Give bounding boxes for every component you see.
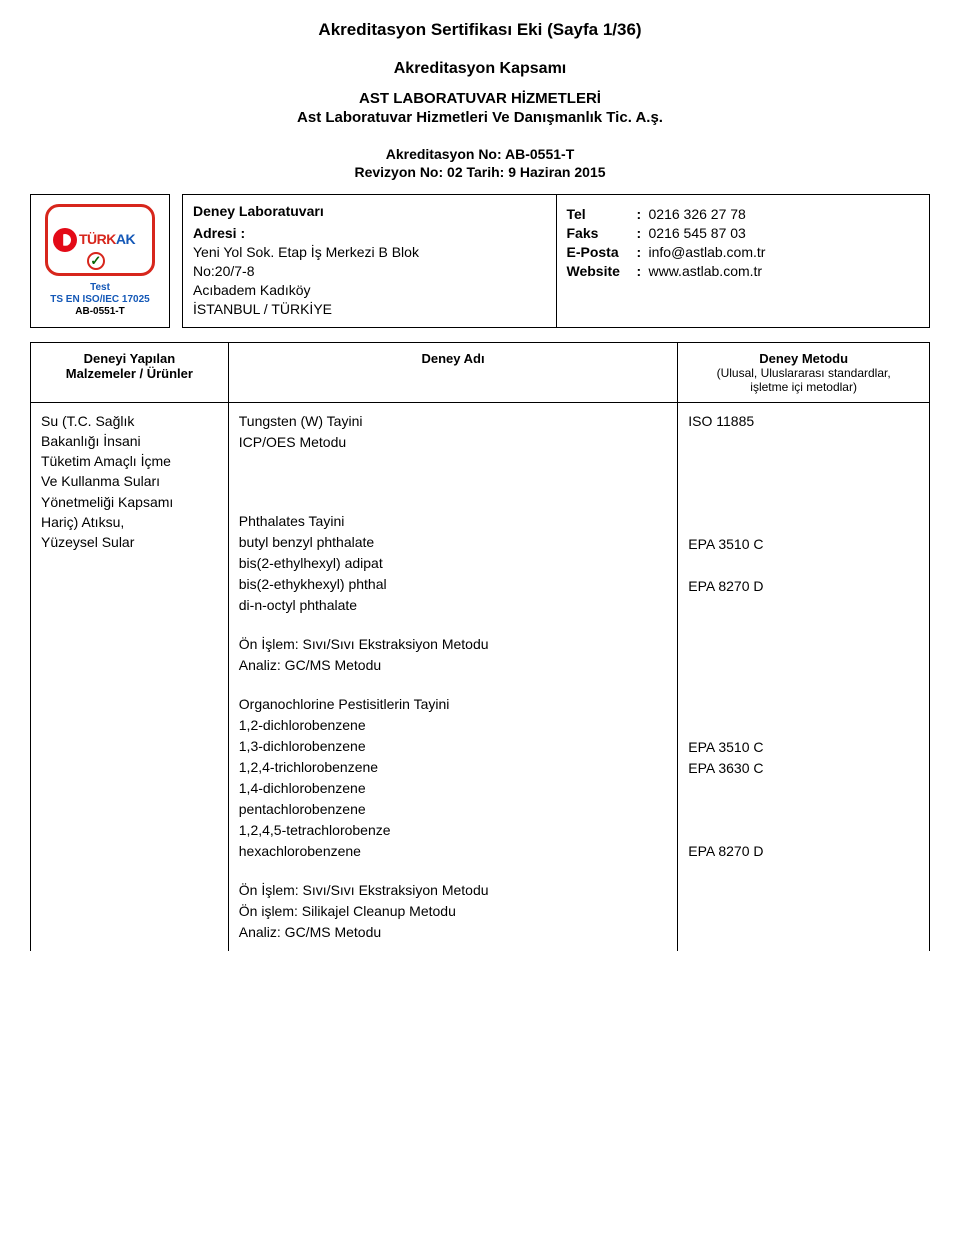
badge-ab-code: AB-0551-T [50, 306, 150, 318]
scope-table: Deneyi Yapılan Malzemeler / Ürünler Dene… [30, 342, 930, 951]
page-subtitle: Akreditasyon Kapsamı [30, 60, 930, 78]
material-line: Hariç) Atıksu, [41, 512, 218, 532]
method-line: EPA 3510 C [688, 737, 919, 758]
address-line-4: İSTANBUL / TÜRKİYE [193, 300, 546, 319]
address-line-3: Acıbadem Kadıköy [193, 281, 546, 300]
contact-column: Tel : 0216 326 27 78 Faks : 0216 545 87 … [557, 195, 930, 327]
method-line: EPA 3630 C [688, 758, 919, 779]
material-line: Ve Kullanma Suları [41, 471, 218, 491]
revision-info: Revizyon No: 02 Tarih: 9 Haziran 2015 [30, 164, 930, 180]
email-label: E-Posta [567, 244, 637, 260]
test-line: ICP/OES Metodu [239, 432, 668, 453]
test-line: Analiz: GC/MS Metodu [239, 655, 668, 676]
col-test-header: Deney Adı [228, 342, 678, 402]
accreditation-badge-cell: TÜRKAK ✓ Test TS EN ISO/IEC 17025 AB-055… [30, 194, 170, 328]
web-value: www.astlab.com.tr [649, 263, 763, 279]
test-block: Tungsten (W) Tayini ICP/OES Metodu [239, 411, 668, 453]
material-line: Yüzeysel Sular [41, 532, 218, 552]
test-block: Ön İşlem: Sıvı/Sıvı Ekstraksiyon Metodu … [239, 880, 668, 943]
test-line: Phthalates Tayini [239, 511, 668, 532]
material-line: Tüketim Amaçlı İçme [41, 451, 218, 471]
test-line: 1,2-dichlorobenzene [239, 715, 668, 736]
method-line: EPA 8270 D [688, 576, 919, 597]
method-line: EPA 8270 D [688, 841, 919, 862]
test-line: Ön işlem: Silikajel Cleanup Metodu [239, 901, 668, 922]
test-line: Analiz: GC/MS Metodu [239, 922, 668, 943]
test-line: Organochlorine Pestisitlerin Tayini [239, 694, 668, 715]
test-line: Ön İşlem: Sıvı/Sıvı Ekstraksiyon Metodu [239, 880, 668, 901]
col-materials-header: Deneyi Yapılan Malzemeler / Ürünler [31, 342, 229, 402]
test-line: Ön İşlem: Sıvı/Sıvı Ekstraksiyon Metodu [239, 634, 668, 655]
header-row: TÜRKAK ✓ Test TS EN ISO/IEC 17025 AB-055… [30, 194, 930, 328]
table-row: Su (T.C. Sağlık Bakanlığı İnsani Tüketim… [31, 402, 930, 951]
test-line: 1,2,4-trichlorobenzene [239, 757, 668, 778]
email-value: info@astlab.com.tr [649, 244, 766, 260]
test-line: 1,3-dichlorobenzene [239, 736, 668, 757]
turkak-badge: TÜRKAK ✓ [45, 204, 155, 276]
test-cell: Tungsten (W) Tayini ICP/OES Metodu Phtha… [228, 402, 678, 951]
checkmark-icon: ✓ [87, 252, 105, 270]
test-block: Ön İşlem: Sıvı/Sıvı Ekstraksiyon Metodu … [239, 634, 668, 676]
badge-brand: TÜRKAK [79, 232, 135, 247]
test-line: pentachlorobenzene [239, 799, 668, 820]
contact-email-row: E-Posta : info@astlab.com.tr [567, 244, 920, 260]
address-label: Adresi : [193, 225, 546, 241]
material-cell: Su (T.C. Sağlık Bakanlığı İnsani Tüketim… [31, 402, 229, 951]
test-line: bis(2-ethykhexyl) phthal [239, 574, 668, 595]
test-block: Phthalates Tayini butyl benzyl phthalate… [239, 511, 668, 616]
address-line-2: No:20/7-8 [193, 262, 546, 281]
tel-value: 0216 326 27 78 [649, 206, 746, 222]
material-line: Su (T.C. Sağlık [41, 411, 218, 431]
badge-standard: TS EN ISO/IEC 17025 [50, 294, 150, 306]
fax-label: Faks [567, 225, 637, 241]
test-line: 1,4-dichlorobenzene [239, 778, 668, 799]
org-name-2: Ast Laboratuvar Hizmetleri Ve Danışmanlı… [30, 109, 930, 126]
contact-fax-row: Faks : 0216 545 87 03 [567, 225, 920, 241]
org-name-1: AST LABORATUVAR HİZMETLERİ [30, 90, 930, 107]
test-line: 1,2,4,5-tetrachlorobenze [239, 820, 668, 841]
test-block: Organochlorine Pestisitlerin Tayini 1,2-… [239, 694, 668, 862]
method-cell: ISO 11885 EPA 3510 C EPA 8270 D EPA 3510… [678, 402, 930, 951]
page-title: Akreditasyon Sertifikası Eki (Sayfa 1/36… [30, 20, 930, 40]
lab-title: Deney Laboratuvarı [193, 203, 546, 219]
method-line: ISO 11885 [688, 411, 919, 432]
material-line: Yönetmeliği Kapsamı [41, 492, 218, 512]
badge-test-label: Test [50, 282, 150, 294]
accreditation-no: Akreditasyon No: AB-0551-T [30, 146, 930, 162]
web-label: Website [567, 263, 637, 279]
colon: : [637, 263, 649, 279]
page-root: Akreditasyon Sertifikası Eki (Sayfa 1/36… [0, 0, 960, 971]
col-method-header: Deney Metodu (Ulusal, Uluslararası stand… [678, 342, 930, 402]
address-column: Deney Laboratuvarı Adresi : Yeni Yol Sok… [183, 195, 557, 327]
fax-value: 0216 545 87 03 [649, 225, 746, 241]
test-line: hexachlorobenzene [239, 841, 668, 862]
method-line: EPA 3510 C [688, 534, 919, 555]
test-line: butyl benzyl phthalate [239, 532, 668, 553]
badge-subtext: Test TS EN ISO/IEC 17025 AB-0551-T [50, 282, 150, 318]
flag-icon [53, 228, 77, 252]
test-line: Tungsten (W) Tayini [239, 411, 668, 432]
colon: : [637, 225, 649, 241]
contact-tel-row: Tel : 0216 326 27 78 [567, 206, 920, 222]
test-line: di-n-octyl phthalate [239, 595, 668, 616]
tel-label: Tel [567, 206, 637, 222]
colon: : [637, 244, 649, 260]
test-line: bis(2-ethylhexyl) adipat [239, 553, 668, 574]
table-header-row: Deneyi Yapılan Malzemeler / Ürünler Dene… [31, 342, 930, 402]
header-info-block: Deney Laboratuvarı Adresi : Yeni Yol Sok… [182, 194, 930, 328]
address-line-1: Yeni Yol Sok. Etap İş Merkezi B Blok [193, 243, 546, 262]
colon: : [637, 206, 649, 222]
contact-web-row: Website : www.astlab.com.tr [567, 263, 920, 279]
material-line: Bakanlığı İnsani [41, 431, 218, 451]
